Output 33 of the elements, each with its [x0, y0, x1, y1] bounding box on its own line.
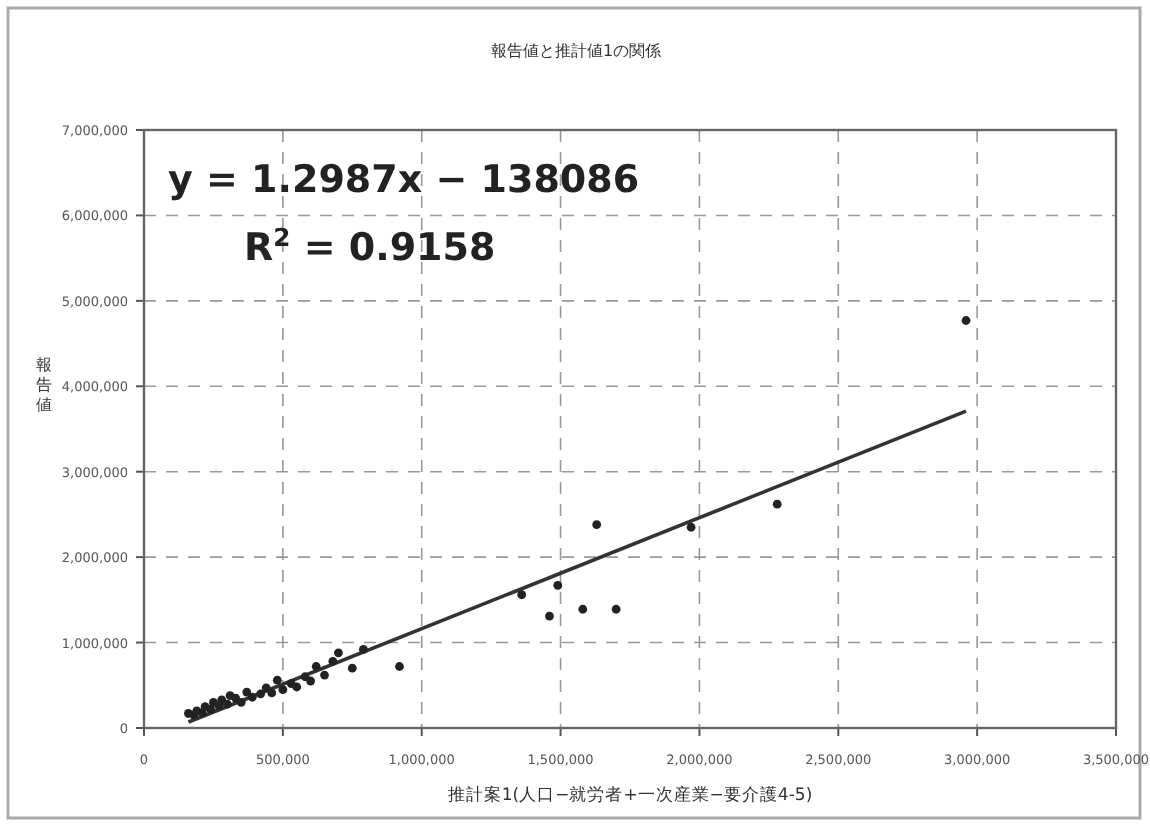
point: [236, 697, 246, 707]
point: [306, 676, 316, 686]
point: [334, 648, 343, 658]
point: [292, 682, 302, 692]
annotation: R$^{2}$ = 0.9158: [244, 224, 496, 270]
point: [961, 316, 971, 325]
point: [592, 520, 602, 530]
annotation: y = 1.2987x − 138086: [168, 158, 640, 202]
y-axis-title: 報告値: [36, 356, 52, 414]
point: [611, 604, 621, 614]
point: [242, 687, 252, 697]
point: [395, 662, 404, 671]
point: [261, 683, 271, 693]
point: [772, 499, 782, 509]
point: [247, 692, 257, 702]
point: [328, 656, 338, 666]
point: [686, 522, 696, 532]
point: [267, 688, 277, 698]
x-axis-title: 推計案1(人口−就労者+一次産業−要介護4-5): [447, 784, 813, 806]
point: [272, 675, 282, 685]
point: [311, 662, 321, 671]
chart-title: 報告値と推計値1の関係: [490, 42, 662, 60]
point: [578, 604, 588, 614]
point: [278, 685, 288, 694]
point: [320, 670, 329, 680]
point: [517, 590, 527, 600]
point: [358, 645, 368, 654]
point: [206, 704, 216, 714]
point: [347, 663, 357, 673]
point: [222, 699, 232, 709]
point: [545, 611, 554, 621]
point: [553, 580, 563, 590]
point: [256, 689, 266, 699]
